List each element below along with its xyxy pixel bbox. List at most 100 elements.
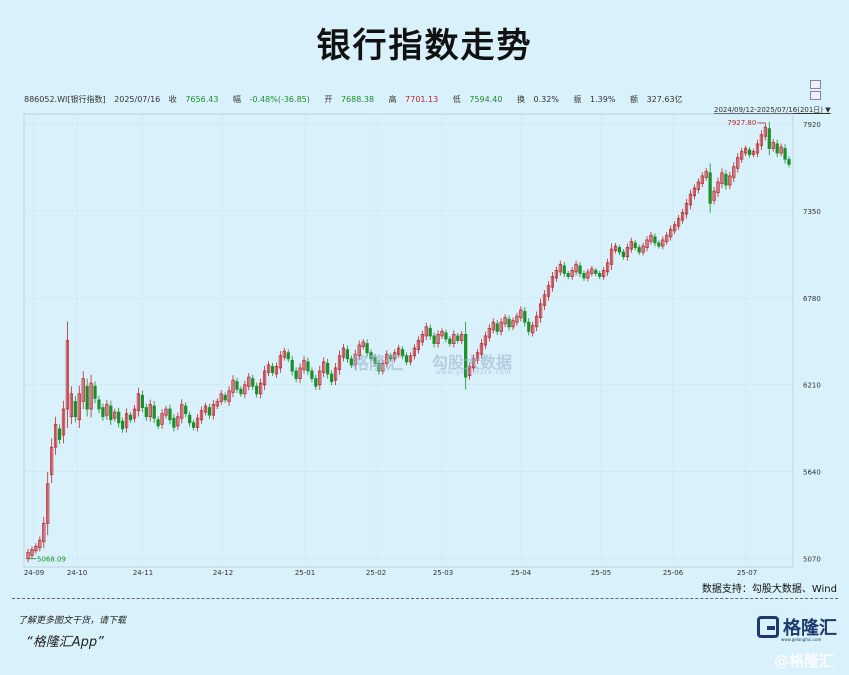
- candle-body: [188, 414, 192, 424]
- candle-body: [420, 334, 424, 343]
- candle-body: [499, 321, 503, 332]
- candle-body: [393, 352, 397, 360]
- candle-body: [542, 294, 547, 306]
- candle-body: [219, 393, 223, 402]
- candle-body: [365, 343, 369, 354]
- y-tick-label: 6780: [803, 295, 821, 303]
- candle-body: [708, 172, 712, 204]
- candle-body: [448, 338, 452, 344]
- candle-body: [160, 413, 164, 425]
- candle-body: [408, 355, 413, 363]
- watermark-url: www.gogudata.com: [436, 369, 512, 376]
- chart-annotations: 5068.09 7927.80: [28, 119, 766, 564]
- candle-body: [81, 378, 85, 402]
- watermark-gogudata: 勾股大数据: [432, 353, 513, 372]
- candle-body: [357, 344, 361, 357]
- candle-body: [625, 247, 629, 258]
- candle-body: [700, 175, 704, 184]
- date-range-selector[interactable]: 2024/09/12-2025/07/16(201日) ▼: [714, 106, 831, 114]
- amount-value: 327.63亿: [646, 95, 683, 104]
- candle-body: [322, 361, 326, 373]
- candle-body: [558, 263, 562, 273]
- candle-body: [661, 239, 665, 247]
- candle-body: [633, 242, 637, 248]
- candle-body: [156, 419, 160, 427]
- candle-body: [53, 423, 58, 448]
- chart-title: 银行指数走势: [316, 26, 533, 66]
- candle-body: [538, 303, 543, 319]
- amount-label: 额: [630, 95, 639, 104]
- candle-body: [783, 148, 787, 160]
- candle-body: [649, 234, 653, 242]
- candle-body: [105, 404, 109, 416]
- candle-body: [195, 417, 200, 428]
- candle-body: [594, 269, 598, 274]
- candle-body: [432, 335, 436, 344]
- candle-body: [605, 262, 610, 273]
- candle-body: [262, 370, 267, 386]
- candle-body: [46, 483, 50, 524]
- candles: [26, 121, 791, 563]
- candle-body: [89, 382, 93, 410]
- candle-body: [759, 134, 764, 146]
- candle-body: [637, 247, 641, 253]
- candle-body: [132, 408, 137, 419]
- index-code: 886052.WI[银行指数]: [24, 95, 106, 104]
- x-tick-label: 24-09: [24, 569, 44, 577]
- candle-body: [428, 327, 432, 337]
- candle-body: [274, 366, 279, 375]
- settings-icon[interactable]: [810, 80, 821, 89]
- candle-body: [73, 401, 77, 418]
- candle-body: [259, 382, 263, 395]
- candle-body: [235, 381, 239, 390]
- candle-body: [456, 335, 460, 341]
- candle-body: [298, 367, 302, 379]
- candle-body: [314, 378, 318, 387]
- candle-body: [491, 321, 495, 331]
- y-tick-label: 6210: [803, 382, 821, 390]
- candle-body: [574, 263, 578, 273]
- candle-body: [728, 175, 732, 186]
- candle-body: [680, 212, 685, 221]
- candle-body: [424, 326, 428, 337]
- candle-body: [30, 549, 34, 556]
- candle-body: [211, 404, 215, 416]
- candle-body: [191, 422, 196, 428]
- candle-body: [669, 228, 673, 238]
- watermark-gelonghui: 格隆汇: [352, 354, 403, 374]
- turnover-value: 0.32%: [533, 95, 559, 104]
- candle-body: [329, 373, 334, 383]
- candle-body: [495, 323, 499, 332]
- candle-body: [464, 334, 468, 378]
- candle-body: [641, 245, 645, 253]
- candle-body: [740, 151, 744, 160]
- candle-body: [361, 341, 365, 347]
- candle-body: [373, 356, 377, 364]
- candle-body: [519, 309, 523, 319]
- candle-body: [101, 407, 105, 418]
- turnover-label: 换: [516, 95, 525, 104]
- candle-body: [184, 405, 188, 415]
- candle-body: [42, 522, 46, 543]
- candle-body: [203, 405, 208, 413]
- candle-body: [215, 401, 219, 407]
- candle-body: [77, 393, 81, 421]
- y-tick-label: 5070: [803, 555, 821, 563]
- candle-body: [570, 269, 574, 277]
- candlestick-chart: 24-09 24-10 24-11 24-12 25-01 25-02 25-03 25-04…: [23, 113, 821, 577]
- quote-date: 2025/07/16: [114, 95, 161, 104]
- candle-body: [69, 393, 73, 418]
- candle-body: [172, 417, 176, 428]
- candle-body: [629, 241, 633, 250]
- candle-body: [124, 413, 129, 428]
- candle-body: [483, 335, 488, 346]
- expand-icon[interactable]: [810, 91, 821, 100]
- candle-body: [736, 157, 740, 169]
- candle-body: [546, 285, 551, 297]
- logo-text: 格隆汇: [783, 618, 837, 639]
- candle-body: [270, 366, 275, 373]
- y-axis-ticks: 5070 5640 6210 6780 7350 7920: [803, 121, 821, 563]
- candle-body: [306, 361, 310, 372]
- candle-body: [290, 359, 294, 372]
- y-tick-label: 5640: [803, 469, 821, 477]
